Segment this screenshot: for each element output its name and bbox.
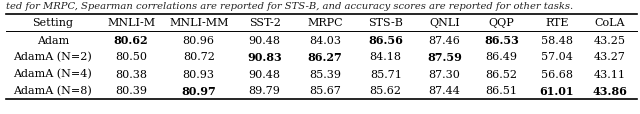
- Text: AdamA (N=8): AdamA (N=8): [13, 86, 92, 96]
- Text: 80.38: 80.38: [115, 69, 147, 79]
- Text: 80.96: 80.96: [183, 35, 215, 45]
- Text: CoLA: CoLA: [595, 18, 625, 28]
- Text: 90.83: 90.83: [247, 52, 282, 62]
- Text: AdamA (N=2): AdamA (N=2): [13, 52, 92, 62]
- Text: RTE: RTE: [545, 18, 568, 28]
- Text: Setting: Setting: [32, 18, 73, 28]
- Text: AdamA (N=4): AdamA (N=4): [13, 69, 92, 79]
- Text: 57.04: 57.04: [541, 52, 573, 62]
- Text: 85.71: 85.71: [370, 69, 402, 79]
- Text: 86.52: 86.52: [486, 69, 518, 79]
- Text: 89.79: 89.79: [249, 86, 280, 96]
- Text: 84.03: 84.03: [309, 35, 341, 45]
- Text: Adam: Adam: [36, 35, 69, 45]
- Text: 86.56: 86.56: [368, 35, 403, 46]
- Text: 85.67: 85.67: [309, 86, 341, 96]
- Text: 85.39: 85.39: [309, 69, 341, 79]
- Text: 86.49: 86.49: [486, 52, 518, 62]
- Text: 80.72: 80.72: [183, 52, 214, 62]
- Text: 80.50: 80.50: [115, 52, 147, 62]
- Text: 84.18: 84.18: [370, 52, 402, 62]
- Text: 43.86: 43.86: [593, 85, 628, 96]
- Text: 87.44: 87.44: [429, 86, 460, 96]
- Text: QNLI: QNLI: [429, 18, 460, 28]
- Text: ted for MRPC, Spearman correlations are reported for STS-B, and accuracy scores : ted for MRPC, Spearman correlations are …: [6, 2, 573, 11]
- Text: MNLI-MM: MNLI-MM: [169, 18, 228, 28]
- Text: 86.53: 86.53: [484, 35, 519, 46]
- Text: 80.97: 80.97: [181, 85, 216, 96]
- Text: SST-2: SST-2: [249, 18, 280, 28]
- Text: 90.48: 90.48: [248, 35, 280, 45]
- Text: 61.01: 61.01: [540, 85, 574, 96]
- Text: 90.48: 90.48: [248, 69, 280, 79]
- Text: 86.27: 86.27: [308, 52, 342, 62]
- Text: MNLI-M: MNLI-M: [107, 18, 155, 28]
- Text: 43.11: 43.11: [594, 69, 626, 79]
- Text: 56.68: 56.68: [541, 69, 573, 79]
- Text: MRPC: MRPC: [307, 18, 343, 28]
- Text: 85.62: 85.62: [370, 86, 402, 96]
- Text: 80.93: 80.93: [183, 69, 215, 79]
- Text: 80.39: 80.39: [115, 86, 147, 96]
- Text: 80.62: 80.62: [114, 35, 148, 46]
- Text: 86.51: 86.51: [486, 86, 518, 96]
- Text: 87.59: 87.59: [427, 52, 462, 62]
- Text: STS-B: STS-B: [368, 18, 403, 28]
- Text: QQP: QQP: [488, 18, 515, 28]
- Text: 43.25: 43.25: [594, 35, 626, 45]
- Text: 87.46: 87.46: [429, 35, 460, 45]
- Text: 43.27: 43.27: [594, 52, 626, 62]
- Text: 87.30: 87.30: [429, 69, 460, 79]
- Text: 58.48: 58.48: [541, 35, 573, 45]
